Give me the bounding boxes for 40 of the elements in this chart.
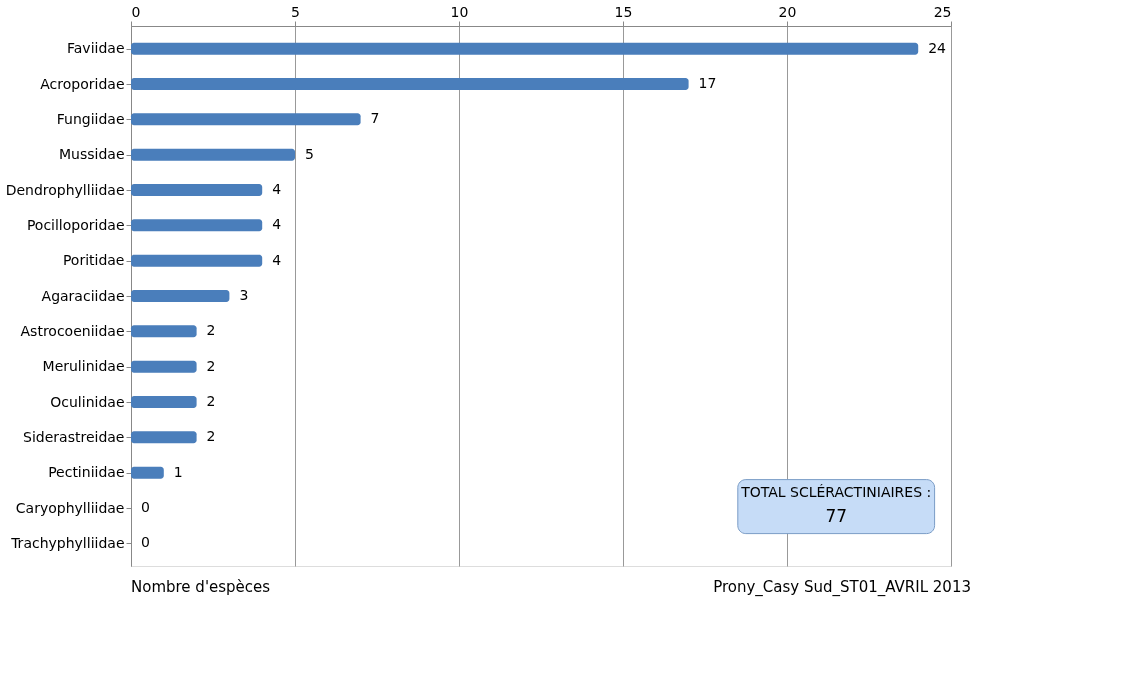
y-tick-label: Pocilloporidae <box>26 216 125 233</box>
data-label: 4 <box>272 251 282 268</box>
y-tick-label: Dendrophylliidae <box>5 181 125 198</box>
annotation: TOTAL SCLÉRACTINIAIRES : <box>740 484 932 501</box>
y-tick-label: Oculinidae <box>50 393 125 410</box>
y-tick-label: Mussidae <box>58 146 125 163</box>
x-tick-label: 25 <box>933 3 952 20</box>
x-tick-label: 5 <box>291 3 300 20</box>
data-label: 5 <box>305 145 314 162</box>
y-tick-label: Agaraciidae <box>41 287 125 304</box>
data-label: 2 <box>206 322 216 339</box>
y-tick-label: Pectiniidae <box>48 464 125 481</box>
y-tick-label: Faviidae <box>67 40 125 57</box>
data-label: 24 <box>928 39 947 56</box>
x-axis-title: Nombre d'espèces <box>131 578 271 596</box>
x-tick-label: 15 <box>614 3 633 20</box>
y-tick-label: Caryophylliidae <box>15 499 125 516</box>
data-label: 4 <box>272 216 282 233</box>
x-tick-label: 20 <box>778 3 797 20</box>
y-tick-label: Poritidae <box>62 252 125 269</box>
annotation: 77 <box>825 506 848 527</box>
data-label: 2 <box>206 357 216 374</box>
y-tick-label: Merulinidae <box>42 358 125 375</box>
text: Prony_Casy Sud_ST01_AVRIL 2013 <box>713 578 971 597</box>
data-label: 2 <box>206 428 216 445</box>
data-label: 7 <box>370 110 380 127</box>
y-tick-label: Fungiidae <box>56 110 125 127</box>
x-tick-label: 10 <box>450 3 469 20</box>
y-tick-label: Siderastreidae <box>23 428 125 445</box>
data-label: 0 <box>141 499 150 515</box>
data-label: 17 <box>698 75 717 91</box>
y-tick-label: Trachyphylliidae <box>10 534 125 551</box>
x-tick-label: 0 <box>131 3 141 20</box>
y-tick-label: Acroporidae <box>40 75 125 92</box>
data-label: 2 <box>206 393 216 409</box>
data-label: 4 <box>272 181 282 197</box>
y-tick-label: Astrocoeniidae <box>20 322 125 339</box>
data-label: 3 <box>239 287 249 303</box>
data-label: 0 <box>141 534 150 551</box>
data-label: 1 <box>173 463 183 480</box>
